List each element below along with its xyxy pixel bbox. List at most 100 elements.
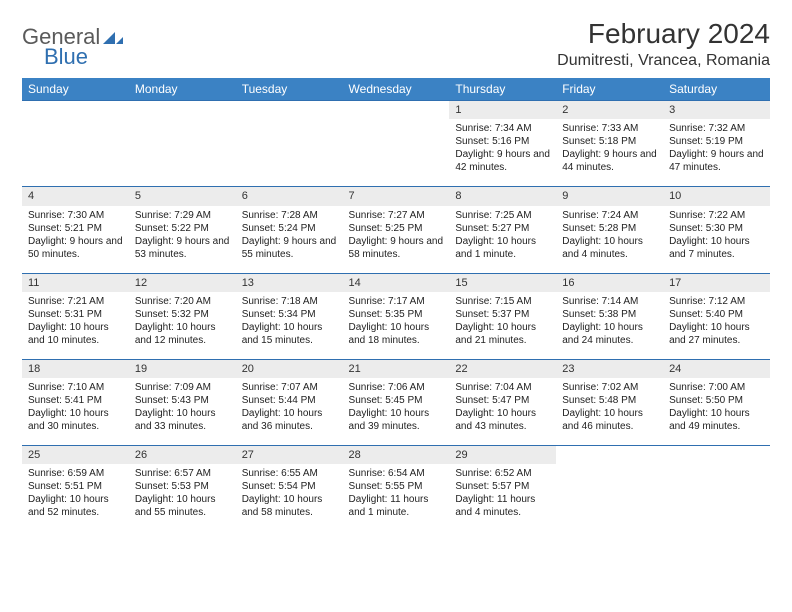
- day-cell: [343, 119, 450, 187]
- day-cell: Sunrise: 7:28 AMSunset: 5:24 PMDaylight:…: [236, 206, 343, 274]
- day-number-cell: [22, 101, 129, 120]
- daylight-text: Daylight: 10 hours and 43 minutes.: [455, 407, 550, 433]
- daylight-text: Daylight: 10 hours and 24 minutes.: [562, 321, 657, 347]
- daylight-text: Daylight: 10 hours and 10 minutes.: [28, 321, 123, 347]
- day-number-cell: 13: [236, 273, 343, 292]
- daylight-text: Daylight: 10 hours and 55 minutes.: [135, 493, 230, 519]
- day-number-cell: 19: [129, 359, 236, 378]
- sunrise-text: Sunrise: 7:29 AM: [135, 209, 230, 222]
- day-number-cell: 16: [556, 273, 663, 292]
- sunset-text: Sunset: 5:25 PM: [349, 222, 444, 235]
- day-number-cell: 26: [129, 446, 236, 465]
- day-cell: [556, 464, 663, 531]
- day-cell: Sunrise: 7:04 AMSunset: 5:47 PMDaylight:…: [449, 378, 556, 446]
- sunrise-text: Sunrise: 7:02 AM: [562, 381, 657, 394]
- sunrise-text: Sunrise: 6:55 AM: [242, 467, 337, 480]
- sunset-text: Sunset: 5:44 PM: [242, 394, 337, 407]
- day-cell: Sunrise: 6:55 AMSunset: 5:54 PMDaylight:…: [236, 464, 343, 531]
- day-number-cell: 27: [236, 446, 343, 465]
- daylight-text: Daylight: 10 hours and 7 minutes.: [669, 235, 764, 261]
- daylight-text: Daylight: 10 hours and 58 minutes.: [242, 493, 337, 519]
- sunrise-text: Sunrise: 7:07 AM: [242, 381, 337, 394]
- weekday-header: Tuesday: [236, 78, 343, 101]
- daylight-text: Daylight: 10 hours and 27 minutes.: [669, 321, 764, 347]
- day-number-row: 18192021222324: [22, 359, 770, 378]
- day-cell: Sunrise: 6:57 AMSunset: 5:53 PMDaylight:…: [129, 464, 236, 531]
- daylight-text: Daylight: 9 hours and 55 minutes.: [242, 235, 337, 261]
- day-number-cell: [129, 101, 236, 120]
- sunrise-text: Sunrise: 6:52 AM: [455, 467, 550, 480]
- daylight-text: Daylight: 9 hours and 53 minutes.: [135, 235, 230, 261]
- sunrise-text: Sunrise: 7:22 AM: [669, 209, 764, 222]
- sunset-text: Sunset: 5:40 PM: [669, 308, 764, 321]
- daylight-text: Daylight: 10 hours and 21 minutes.: [455, 321, 550, 347]
- sunrise-text: Sunrise: 7:28 AM: [242, 209, 337, 222]
- sunset-text: Sunset: 5:34 PM: [242, 308, 337, 321]
- day-number-cell: 17: [663, 273, 770, 292]
- day-number-cell: 10: [663, 187, 770, 206]
- sunrise-text: Sunrise: 7:30 AM: [28, 209, 123, 222]
- sunset-text: Sunset: 5:57 PM: [455, 480, 550, 493]
- sunrise-text: Sunrise: 7:09 AM: [135, 381, 230, 394]
- sunrise-text: Sunrise: 7:06 AM: [349, 381, 444, 394]
- daylight-text: Daylight: 9 hours and 50 minutes.: [28, 235, 123, 261]
- sunrise-text: Sunrise: 7:12 AM: [669, 295, 764, 308]
- day-cell: Sunrise: 6:52 AMSunset: 5:57 PMDaylight:…: [449, 464, 556, 531]
- sunrise-text: Sunrise: 6:57 AM: [135, 467, 230, 480]
- day-cell: Sunrise: 7:33 AMSunset: 5:18 PMDaylight:…: [556, 119, 663, 187]
- day-number-cell: 1: [449, 101, 556, 120]
- day-cell: Sunrise: 7:24 AMSunset: 5:28 PMDaylight:…: [556, 206, 663, 274]
- daylight-text: Daylight: 10 hours and 30 minutes.: [28, 407, 123, 433]
- logo-triangle-icon: [103, 28, 123, 44]
- sunrise-text: Sunrise: 7:00 AM: [669, 381, 764, 394]
- day-number-cell: 29: [449, 446, 556, 465]
- day-number-cell: 4: [22, 187, 129, 206]
- day-cell: Sunrise: 7:21 AMSunset: 5:31 PMDaylight:…: [22, 292, 129, 360]
- weekday-header-row: SundayMondayTuesdayWednesdayThursdayFrid…: [22, 78, 770, 101]
- header: General February 2024 Dumitresti, Vrance…: [22, 18, 770, 70]
- sunset-text: Sunset: 5:31 PM: [28, 308, 123, 321]
- daylight-text: Daylight: 10 hours and 12 minutes.: [135, 321, 230, 347]
- sunset-text: Sunset: 5:45 PM: [349, 394, 444, 407]
- day-number-cell: 22: [449, 359, 556, 378]
- sunset-text: Sunset: 5:21 PM: [28, 222, 123, 235]
- location: Dumitresti, Vrancea, Romania: [557, 52, 770, 70]
- sunset-text: Sunset: 5:48 PM: [562, 394, 657, 407]
- day-cell: Sunrise: 7:18 AMSunset: 5:34 PMDaylight:…: [236, 292, 343, 360]
- day-number-cell: 6: [236, 187, 343, 206]
- daylight-text: Daylight: 9 hours and 44 minutes.: [562, 148, 657, 174]
- daylight-text: Daylight: 10 hours and 46 minutes.: [562, 407, 657, 433]
- sunset-text: Sunset: 5:24 PM: [242, 222, 337, 235]
- day-number-row: 45678910: [22, 187, 770, 206]
- day-content-row: Sunrise: 6:59 AMSunset: 5:51 PMDaylight:…: [22, 464, 770, 531]
- sunset-text: Sunset: 5:50 PM: [669, 394, 764, 407]
- sunset-text: Sunset: 5:41 PM: [28, 394, 123, 407]
- sunrise-text: Sunrise: 7:17 AM: [349, 295, 444, 308]
- day-number-cell: 24: [663, 359, 770, 378]
- daylight-text: Daylight: 9 hours and 47 minutes.: [669, 148, 764, 174]
- day-content-row: Sunrise: 7:21 AMSunset: 5:31 PMDaylight:…: [22, 292, 770, 360]
- sunrise-text: Sunrise: 6:59 AM: [28, 467, 123, 480]
- sunset-text: Sunset: 5:54 PM: [242, 480, 337, 493]
- day-cell: [663, 464, 770, 531]
- sunrise-text: Sunrise: 7:34 AM: [455, 122, 550, 135]
- sunrise-text: Sunrise: 7:33 AM: [562, 122, 657, 135]
- sunrise-text: Sunrise: 7:14 AM: [562, 295, 657, 308]
- sunrise-text: Sunrise: 7:04 AM: [455, 381, 550, 394]
- day-number-cell: [343, 101, 450, 120]
- day-number-cell: [236, 101, 343, 120]
- day-cell: Sunrise: 7:09 AMSunset: 5:43 PMDaylight:…: [129, 378, 236, 446]
- sunrise-text: Sunrise: 7:27 AM: [349, 209, 444, 222]
- daylight-text: Daylight: 10 hours and 15 minutes.: [242, 321, 337, 347]
- day-number-cell: [556, 446, 663, 465]
- sunset-text: Sunset: 5:22 PM: [135, 222, 230, 235]
- sunset-text: Sunset: 5:28 PM: [562, 222, 657, 235]
- day-number-cell: 25: [22, 446, 129, 465]
- daylight-text: Daylight: 10 hours and 1 minute.: [455, 235, 550, 261]
- day-cell: Sunrise: 7:02 AMSunset: 5:48 PMDaylight:…: [556, 378, 663, 446]
- day-number-cell: [663, 446, 770, 465]
- sunset-text: Sunset: 5:53 PM: [135, 480, 230, 493]
- day-cell: Sunrise: 7:15 AMSunset: 5:37 PMDaylight:…: [449, 292, 556, 360]
- day-number-cell: 11: [22, 273, 129, 292]
- sunset-text: Sunset: 5:19 PM: [669, 135, 764, 148]
